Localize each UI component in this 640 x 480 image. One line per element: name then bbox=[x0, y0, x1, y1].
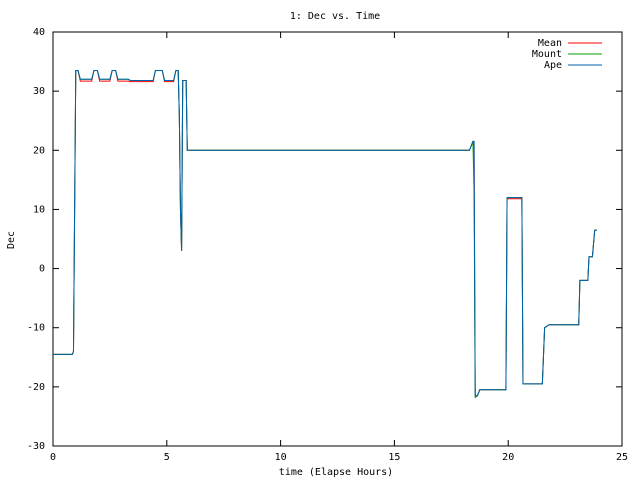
y-tick-label: -30 bbox=[27, 441, 45, 452]
x-tick-label: 5 bbox=[164, 452, 170, 463]
y-tick-label: -20 bbox=[27, 382, 45, 393]
y-tick-label: 40 bbox=[33, 27, 45, 38]
legend-label: Ape bbox=[544, 60, 562, 71]
y-tick-label: 10 bbox=[33, 204, 45, 215]
x-tick-label: 15 bbox=[388, 452, 400, 463]
y-axis-label: Dec bbox=[6, 231, 17, 249]
y-tick-label: -10 bbox=[27, 323, 45, 334]
x-axis-label: time (Elapse Hours) bbox=[279, 467, 393, 478]
y-tick-label: 20 bbox=[33, 145, 45, 156]
plot-border bbox=[52, 31, 623, 447]
legend-label: Mean bbox=[538, 38, 562, 49]
chart-title: 1: Dec vs. Time bbox=[290, 11, 380, 22]
x-tick-label: 25 bbox=[616, 452, 628, 463]
x-tick-label: 0 bbox=[50, 452, 56, 463]
x-tick-label: 10 bbox=[275, 452, 287, 463]
legend-label: Mount bbox=[532, 49, 562, 60]
y-tick-label: 0 bbox=[39, 264, 45, 275]
series-line bbox=[53, 69, 597, 397]
y-tick-label: 30 bbox=[33, 86, 45, 97]
x-tick-label: 20 bbox=[502, 452, 514, 463]
